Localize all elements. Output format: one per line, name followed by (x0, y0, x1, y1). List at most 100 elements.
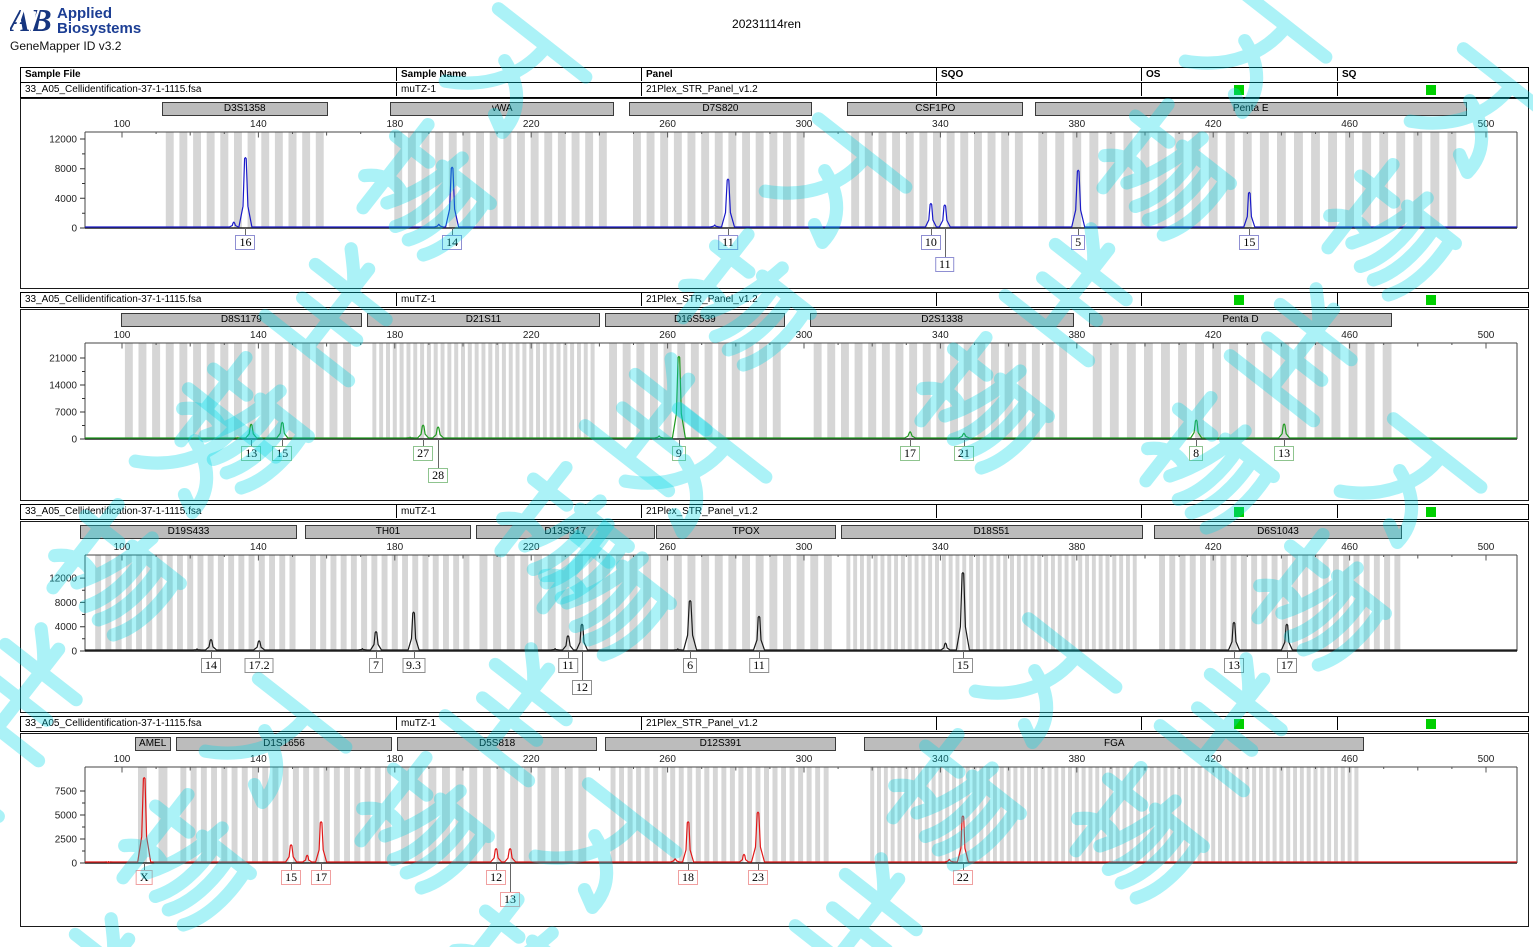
allele-leader-line (727, 228, 729, 235)
electropherogram-2[interactable]: 100 140 180 220 260 300 340 380 420 460 500 21000 14… (21, 326, 1528, 443)
column-header-sample-name: Sample Name (396, 68, 641, 81)
x-axis-tick-label: 500 (1478, 542, 1495, 553)
allele-label[interactable]: 18 (678, 870, 699, 885)
sq-flag (1426, 85, 1436, 95)
allele-label[interactable]: 15 (1239, 235, 1260, 250)
allele-label[interactable]: 5 (1071, 235, 1086, 250)
y-axis-tick-label: 4000 (55, 194, 78, 205)
document-title: 20231114ren (732, 17, 801, 31)
x-axis-tick-label: 140 (250, 542, 267, 553)
allele-leader-line (678, 439, 680, 446)
bin-stripes-D21S11 (372, 343, 595, 439)
allele-label[interactable]: 14 (442, 235, 463, 250)
column-header-sqo: SQO (936, 68, 1141, 81)
sq-flag (1426, 295, 1436, 305)
marker-bar-CSF1PO: CSF1PO (847, 102, 1024, 116)
allele-label[interactable]: 15 (281, 870, 302, 885)
marker-bar-Penta-E: Penta E (1034, 102, 1467, 116)
marker-bar-vWA: vWA (390, 102, 615, 116)
sample-row-1[interactable]: 33_A05_Cellidentification-37-1-1115.fsa m… (20, 82, 1529, 98)
allele-label[interactable]: 13 (241, 446, 262, 461)
x-axis-tick-label: 180 (386, 542, 403, 553)
y-axis-tick-label: 0 (71, 435, 77, 444)
allele-leader-line (291, 863, 293, 870)
plot-panel-1[interactable]: D3S1358 vWA D7S820 CSF1PO Penta E 100 140 180 22… (20, 98, 1529, 289)
x-axis-tick-label: 300 (796, 542, 813, 553)
electropherogram-4[interactable]: 100 140 180 220 260 300 340 380 420 460 500 7500 500… (21, 750, 1528, 867)
brand-line1: Applied (57, 5, 112, 22)
sample-name-cell: muTZ-1 (396, 83, 641, 96)
allele-label[interactable]: 8 (1189, 446, 1204, 461)
plot-frame (84, 554, 1518, 651)
sample-row-4[interactable]: 33_A05_Cellidentification-37-1-1115.fsa m… (20, 716, 1529, 732)
marker-bar-D6S1043: D6S1043 (1154, 525, 1402, 539)
allele-label[interactable]: 9 (671, 446, 686, 461)
allele-label[interactable]: 17 (311, 870, 332, 885)
plot-frame (84, 342, 1518, 439)
electropherogram-1[interactable]: 100 140 180 220 260 300 340 380 420 460 500 12000 80… (21, 115, 1528, 232)
allele-label[interactable]: 17 (900, 446, 921, 461)
marker-bar-D16S539: D16S539 (605, 313, 785, 327)
bin-stripes-TH01 (310, 555, 470, 651)
allele-leader-line (962, 863, 964, 870)
allele-leader-line (1234, 651, 1235, 658)
allele-label[interactable]: 28 (428, 468, 449, 483)
allele-label[interactable]: 13 (1274, 446, 1295, 461)
app-version: GeneMapper ID v3.2 (10, 39, 122, 53)
bin-stripes-Penta-E (1038, 132, 1457, 228)
ab-logo: AB (7, 2, 56, 38)
allele-label[interactable]: 11 (558, 658, 578, 673)
allele-label[interactable]: 12 (486, 870, 507, 885)
allele-label[interactable]: 11 (749, 658, 769, 673)
allele-label[interactable]: 11 (718, 235, 738, 250)
allele-label[interactable]: 6 (683, 658, 698, 673)
allele-leader-line (757, 863, 759, 870)
plot-panel-3[interactable]: D19S433 TH01 D13S317 TPOX D18S51 D6S1043 100 14… (20, 521, 1529, 713)
x-axis-tick-label: 220 (523, 542, 540, 553)
allele-label[interactable]: 23 (747, 870, 768, 885)
electropherogram-3[interactable]: 100 140 180 220 260 300 340 380 420 460 500 12000 80… (21, 538, 1528, 655)
allele-label[interactable]: 15 (952, 658, 973, 673)
x-axis-tick-label: 100 (114, 119, 131, 130)
y-axis-ticks (80, 577, 85, 652)
sample-name-cell: muTZ-1 (396, 717, 641, 730)
x-axis-tick-label: 460 (1341, 330, 1358, 341)
allele-label[interactable]: 22 (952, 870, 973, 885)
os-cell (1141, 293, 1337, 306)
allele-label[interactable]: 15 (272, 446, 293, 461)
allele-label[interactable]: 13 (500, 892, 521, 907)
bin-stripes-TPOX (660, 555, 832, 651)
allele-label[interactable]: 27 (413, 446, 434, 461)
allele-label[interactable]: 12 (572, 680, 592, 695)
allele-label[interactable]: 13 (1224, 658, 1244, 673)
y-axis-tick-label: 2500 (55, 835, 78, 846)
allele-label[interactable]: 16 (235, 235, 256, 250)
allele-label[interactable]: 17.2 (244, 658, 274, 673)
allele-leader-line (568, 651, 570, 658)
x-axis-tick-label: 220 (523, 754, 540, 765)
bin-stripes-D3S1358 (165, 132, 324, 228)
allele-leader-line (688, 863, 690, 870)
x-axis-tick-label: 140 (250, 754, 267, 765)
panel-cell: 21Plex_STR_Panel_v1.2 (641, 293, 936, 306)
allele-label[interactable]: 14 (201, 658, 221, 673)
marker-bar-TPOX: TPOX (656, 525, 836, 539)
marker-bar-D8S1179: D8S1179 (121, 313, 362, 327)
sample-row-3[interactable]: 33_A05_Cellidentification-37-1-1115.fsa m… (20, 504, 1529, 520)
allele-leader-line (144, 863, 146, 870)
allele-label[interactable]: 9.3 (402, 658, 426, 673)
marker-bar-D18S51: D18S51 (840, 525, 1143, 539)
allele-label[interactable]: 21 (953, 446, 974, 461)
sample-row-2[interactable]: 33_A05_Cellidentification-37-1-1115.fsa m… (20, 292, 1529, 308)
allele-label[interactable]: 7 (369, 658, 384, 673)
plot-panel-4[interactable]: AMEL D1S1656 D5S818 D12S391 FGA 100 140 180 220 2… (20, 733, 1529, 927)
allele-label[interactable]: 10 (920, 235, 941, 250)
allele-label[interactable]: 17 (1276, 658, 1297, 673)
x-axis-tick-label: 380 (1068, 754, 1085, 765)
plot-panel-2[interactable]: D8S1179 D21S11 D16S539 D2S1338 Penta D 100 140… (20, 309, 1529, 501)
x-axis-tick-label: 180 (386, 754, 403, 765)
x-axis-tick-label: 380 (1068, 542, 1085, 553)
allele-leader-line (1284, 439, 1286, 446)
allele-label[interactable]: 11 (935, 257, 955, 272)
allele-label[interactable]: X (135, 870, 153, 885)
